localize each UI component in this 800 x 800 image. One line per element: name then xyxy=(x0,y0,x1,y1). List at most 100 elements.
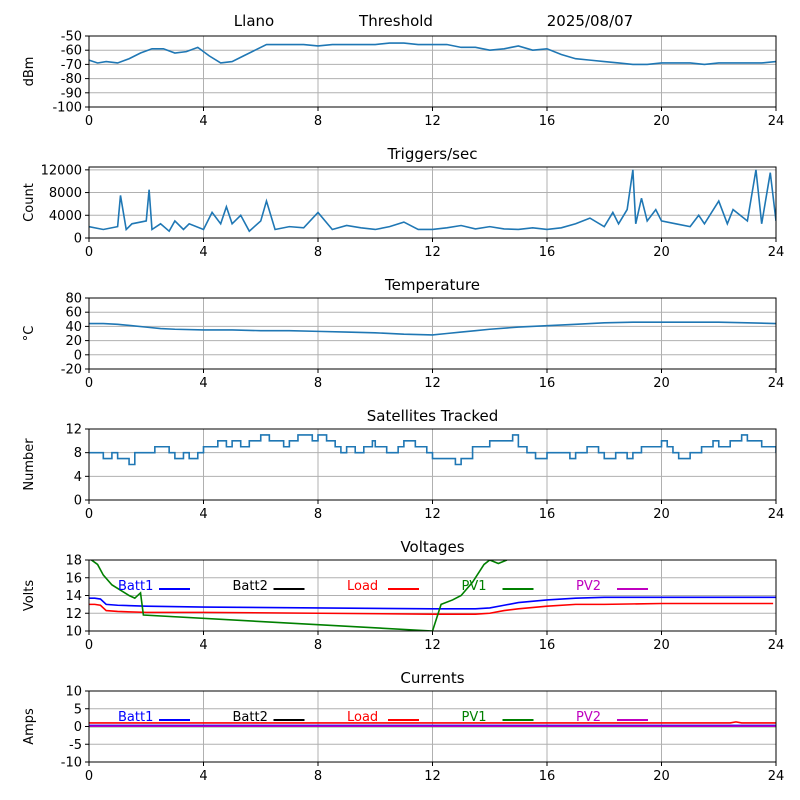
legend-label-load: Load xyxy=(347,710,378,725)
y-tick-label: 10 xyxy=(65,625,82,640)
y-axis-label: °C xyxy=(22,326,37,342)
y-axis-label: Amps xyxy=(22,708,37,745)
x-tick-label: 20 xyxy=(653,507,670,522)
y-axis-label: dBm xyxy=(22,57,37,87)
x-tick-label: 0 xyxy=(85,638,93,653)
y-tick-label: -80 xyxy=(61,72,82,87)
x-tick-label: 4 xyxy=(199,245,207,260)
x-tick-label: 4 xyxy=(199,638,207,653)
legend-label-batt1: Batt1 xyxy=(118,710,153,725)
y-tick-label: -70 xyxy=(61,58,82,73)
x-tick-label: 8 xyxy=(314,114,322,129)
legend-label-batt1: Batt1 xyxy=(118,579,153,594)
panel-title: Currents xyxy=(400,669,464,687)
y-tick-label: 16 xyxy=(65,571,82,586)
y-axis-label: Volts xyxy=(22,580,37,612)
x-tick-label: 24 xyxy=(768,245,785,260)
legend-label-pv2: PV2 xyxy=(576,579,601,594)
panel-title: Satellites Tracked xyxy=(367,407,498,425)
series-line-load xyxy=(89,602,774,615)
x-tick-label: 20 xyxy=(653,769,670,784)
legend-label-load: Load xyxy=(347,579,378,594)
x-tick-label: 20 xyxy=(653,638,670,653)
x-tick-label: 24 xyxy=(768,769,785,784)
x-tick-label: 12 xyxy=(424,376,441,391)
header-mode: Threshold xyxy=(358,12,433,30)
x-tick-label: 0 xyxy=(85,114,93,129)
y-tick-label: 12000 xyxy=(41,163,82,178)
x-tick-label: 20 xyxy=(653,245,670,260)
panel-title: Triggers/sec xyxy=(387,145,478,163)
y-tick-label: 12 xyxy=(65,423,82,438)
x-tick-label: 0 xyxy=(85,507,93,522)
legend-label-batt2: Batt2 xyxy=(233,579,268,594)
x-tick-label: 0 xyxy=(85,769,93,784)
panel-4: 0 4 8 12 16 20 24 10 12 14 16 18 Voltages Volts Batt1 B… xyxy=(22,538,784,653)
y-tick-label: 4 xyxy=(74,470,82,485)
y-tick-label: 14 xyxy=(65,589,82,604)
x-tick-label: 12 xyxy=(424,769,441,784)
y-tick-label: 0 xyxy=(74,348,82,363)
y-tick-label: -20 xyxy=(61,363,82,378)
y-tick-label: -60 xyxy=(61,44,82,59)
x-tick-label: 16 xyxy=(539,376,556,391)
x-tick-label: 8 xyxy=(314,245,322,260)
x-tick-label: 8 xyxy=(314,507,322,522)
y-tick-label: 18 xyxy=(65,554,82,569)
y-tick-label: 5 xyxy=(74,702,82,717)
x-tick-label: 4 xyxy=(199,376,207,391)
x-tick-label: 20 xyxy=(653,114,670,129)
x-tick-label: 12 xyxy=(424,245,441,260)
y-axis-label: Count xyxy=(22,183,37,222)
y-tick-label: 0 xyxy=(74,720,82,735)
x-tick-label: 8 xyxy=(314,638,322,653)
y-tick-label: 12 xyxy=(65,607,82,622)
x-tick-label: 16 xyxy=(539,638,556,653)
x-tick-label: 4 xyxy=(199,769,207,784)
x-tick-label: 16 xyxy=(539,114,556,129)
y-tick-label: 10 xyxy=(65,685,82,700)
x-tick-label: 24 xyxy=(768,376,785,391)
x-tick-label: 8 xyxy=(314,769,322,784)
x-tick-label: 12 xyxy=(424,507,441,522)
series-line-pv1 xyxy=(90,560,508,631)
x-tick-label: 0 xyxy=(85,376,93,391)
x-tick-label: 16 xyxy=(539,769,556,784)
y-tick-label: 8 xyxy=(74,446,82,461)
legend-label-batt2: Batt2 xyxy=(233,710,268,725)
x-tick-label: 4 xyxy=(199,114,207,129)
x-tick-label: 0 xyxy=(85,245,93,260)
x-tick-label: 12 xyxy=(424,114,441,129)
legend-label-pv2: PV2 xyxy=(576,710,601,725)
y-tick-label: 80 xyxy=(65,292,82,307)
series-line xyxy=(89,434,776,466)
y-tick-label: -50 xyxy=(61,30,82,45)
header-date: 2025/08/07 xyxy=(547,12,633,30)
x-tick-label: 16 xyxy=(539,507,556,522)
header-station: Llano xyxy=(234,12,274,30)
panel-3: 0 4 8 12 16 20 24 0 4 8 12 Satellites Tracked Number xyxy=(22,407,784,522)
panel-title: Temperature xyxy=(384,276,480,294)
y-tick-label: -10 xyxy=(61,756,82,771)
panel-1: 0 4 8 12 16 20 24 0 4000 8000 12000 Triggers/sec Cou… xyxy=(22,145,784,260)
series-line xyxy=(89,42,776,66)
panel-title: Voltages xyxy=(400,538,464,556)
y-tick-label: 4000 xyxy=(49,209,82,224)
x-tick-label: 8 xyxy=(314,376,322,391)
y-axis-label: Number xyxy=(22,438,37,491)
y-tick-label: 0 xyxy=(74,232,82,247)
y-tick-label: 60 xyxy=(65,306,82,321)
y-tick-label: -5 xyxy=(69,738,82,753)
series-line xyxy=(89,169,776,233)
series-line-load xyxy=(89,721,776,724)
y-tick-label: 20 xyxy=(65,334,82,349)
legend-label-pv1: PV1 xyxy=(462,710,487,725)
y-tick-label: 8000 xyxy=(49,186,82,201)
x-tick-label: 4 xyxy=(199,507,207,522)
series-line xyxy=(89,321,776,336)
x-tick-label: 24 xyxy=(768,638,785,653)
y-tick-label: -100 xyxy=(52,101,82,116)
y-tick-label: 0 xyxy=(74,494,82,509)
panel-5: 0 4 8 12 16 20 24 -10 -5 0 5 10 Currents Amps Batt1 Bat… xyxy=(22,669,784,784)
